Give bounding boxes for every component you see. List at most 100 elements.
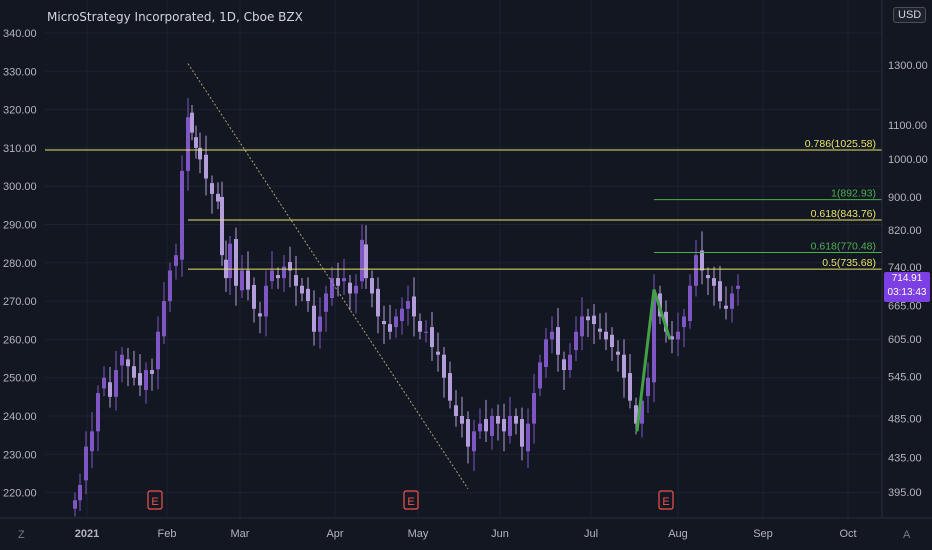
candle-body <box>370 278 374 294</box>
candle-body <box>664 311 668 332</box>
candle-body <box>186 117 190 171</box>
left-axis-label: 310.00 <box>3 143 37 155</box>
candle-body <box>652 293 656 383</box>
earnings-marker-box <box>658 490 674 510</box>
right-axis-label: 820.00 <box>888 225 922 237</box>
candle-body <box>282 266 286 279</box>
time-axis-label: Sep <box>753 528 773 540</box>
swing-projection <box>635 289 672 432</box>
candle-body <box>526 423 530 452</box>
candle-body <box>622 354 626 378</box>
candle-body <box>556 327 560 355</box>
left-axis-label: 240.00 <box>3 411 37 423</box>
candle-body <box>496 416 500 424</box>
candle-body <box>324 293 328 312</box>
left-axis-label: 290.00 <box>3 220 37 232</box>
earnings-marker: E <box>407 496 414 508</box>
right-axis-label: 740.00 <box>888 262 922 274</box>
candle-body <box>312 305 316 332</box>
candle-body <box>264 285 268 317</box>
right-axis-label: 1300.00 <box>888 60 928 72</box>
candle-body <box>348 282 352 294</box>
candle-body <box>90 431 94 452</box>
candle-body <box>538 362 542 389</box>
candle-body <box>412 296 416 317</box>
candle-body <box>730 293 734 309</box>
candle-body <box>682 316 686 328</box>
candle-body <box>294 275 298 286</box>
candle-body <box>234 239 238 286</box>
zoom-corner-button[interactable]: Z <box>18 529 25 541</box>
candle-body <box>330 278 334 299</box>
candle-body <box>400 308 404 322</box>
candle-body <box>502 419 506 432</box>
candle-body <box>190 112 194 133</box>
candle-body <box>508 416 512 436</box>
fib-level-label: 0.5(735.68) <box>822 257 876 269</box>
candle-body <box>448 373 452 401</box>
left-axis-label: 280.00 <box>3 258 37 270</box>
candle-body <box>418 321 422 332</box>
candle-body <box>228 243 232 279</box>
candle-body <box>598 328 602 332</box>
candle-body <box>270 270 274 282</box>
candle-body <box>96 393 100 432</box>
candle-body <box>736 285 740 289</box>
right-price-axis: 1300.00 1100.00 1000.00 900.00 820.00 740.00 6… <box>881 0 928 518</box>
candle-body <box>204 154 208 179</box>
candle-body <box>718 281 722 302</box>
candle-body <box>394 316 398 328</box>
fib-level-label: 0.618(843.76) <box>811 208 876 220</box>
time-axis-label: Mar <box>231 528 250 540</box>
last-price: 714.91 <box>891 273 923 284</box>
candle-body <box>454 405 458 416</box>
auto-scale-button[interactable]: A <box>903 529 911 541</box>
candle-body <box>276 275 280 279</box>
last-price-tag: 714.91 03:13:43 <box>884 272 930 302</box>
candle-body <box>424 331 428 333</box>
candle-body <box>568 354 572 371</box>
candle-body <box>406 301 410 309</box>
left-axis-label: 230.00 <box>3 449 37 461</box>
left-axis-label: 320.00 <box>3 105 37 117</box>
candle-body <box>288 262 292 271</box>
candle-body <box>210 183 214 194</box>
candle-body <box>634 405 638 424</box>
candle-body <box>360 239 364 282</box>
time-axis: 2021 Feb Mar Apr May Jun Jul Aug Sep Oct <box>0 517 932 540</box>
fib-level-label: 0.618(770.48) <box>811 241 876 253</box>
candle-body <box>472 431 476 452</box>
candle-body <box>676 331 680 340</box>
time-axis-label: 2021 <box>75 528 99 540</box>
candle-body <box>162 301 166 337</box>
candle-body <box>628 373 632 401</box>
candle-body <box>442 354 446 378</box>
candle-body <box>144 370 148 390</box>
candle-body <box>376 288 380 317</box>
candle-body <box>646 377 650 397</box>
candle-body <box>102 377 106 389</box>
fib-level-label: 0.786(1025.58) <box>805 138 876 150</box>
candle-body <box>220 196 224 256</box>
trend-line <box>187 63 469 490</box>
chart-grid <box>45 0 882 518</box>
candle-body <box>724 305 728 309</box>
left-axis-label: 270.00 <box>3 296 37 308</box>
right-axis-label: 1100.00 <box>888 120 927 132</box>
candle-body <box>216 193 220 202</box>
currency-button[interactable]: USD <box>893 7 927 23</box>
time-axis-label: Oct <box>839 528 856 540</box>
time-axis-label: Jul <box>584 528 598 540</box>
earnings-marker: E <box>151 496 158 508</box>
candle-body <box>246 270 250 290</box>
left-price-axis: 340.00 330.00 320.00 310.00 300.00 290.00 280.… <box>3 28 37 500</box>
candle-body <box>126 359 130 367</box>
candle-body <box>240 270 244 291</box>
candle-body <box>700 250 704 271</box>
candle-body <box>706 275 710 279</box>
candle-body <box>712 278 716 286</box>
time-axis-label: Jun <box>491 528 509 540</box>
candle-body <box>514 416 518 424</box>
candle-body <box>258 313 262 317</box>
